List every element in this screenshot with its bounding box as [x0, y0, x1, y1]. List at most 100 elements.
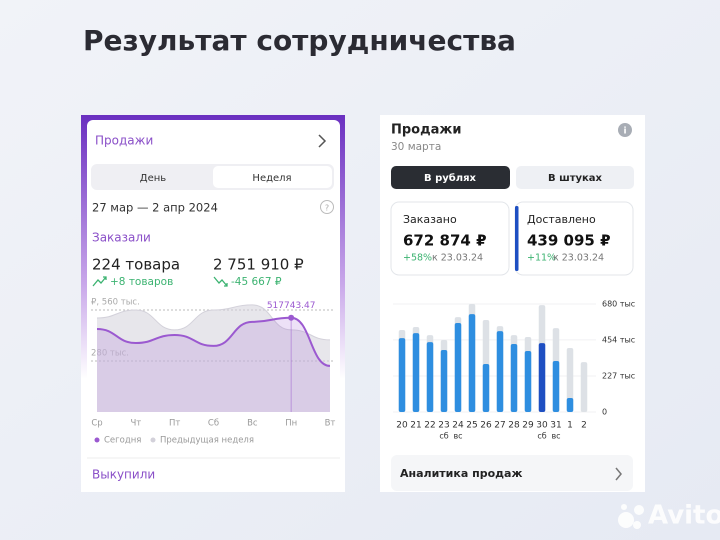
x-tick-label: 1 [567, 421, 573, 431]
section-title: Заказали [92, 231, 151, 245]
value-label: 517743.47 [267, 301, 316, 311]
bar [398, 338, 406, 412]
x-tick-label: Ср [91, 419, 102, 429]
right-date: 30 марта [391, 141, 441, 153]
button-selected[interactable] [391, 166, 510, 189]
link-label[interactable]: Аналитика продаж [400, 467, 522, 480]
x-tick-label: 2 [581, 421, 587, 431]
button-label[interactable]: В штуках [548, 173, 603, 184]
area-fill [97, 304, 330, 412]
info-icon-glyph: i [623, 127, 626, 137]
stat-compare: к 23.03.24 [553, 253, 604, 264]
series-line [96, 316, 331, 367]
bar [538, 343, 546, 412]
x-tick-label: 22 [424, 421, 435, 431]
y-tick-label: 227 тыс [602, 371, 635, 380]
stat-change: +11% [527, 253, 556, 264]
x-tick-label: Вт [325, 419, 336, 429]
x-sublabel: вс [453, 432, 462, 441]
bar [496, 331, 504, 412]
chevron[interactable] [318, 134, 327, 148]
x-tick-label: 26 [480, 421, 492, 431]
x-tick-label: 29 [522, 421, 534, 431]
logo-dot [634, 505, 644, 515]
x-sublabel: вс [551, 432, 560, 441]
left-header[interactable]: Продажи [95, 134, 153, 148]
logo-dot [633, 521, 641, 529]
y-tick-label: 454 тыс [602, 335, 635, 344]
legend-label: Сегодня [104, 436, 141, 446]
info-icon[interactable] [618, 123, 632, 137]
x-tick-label: 24 [452, 421, 464, 431]
tab[interactable]: Неделя [252, 173, 291, 184]
items-change: +8 товаров [110, 276, 173, 288]
slide-title: Результат сотрудничества [83, 24, 516, 57]
help-icon[interactable] [320, 200, 334, 214]
period: 27 мар — 2 апр 2024 [92, 201, 218, 215]
bar [468, 314, 476, 412]
stat-value: 672 874 ₽ [403, 232, 487, 250]
x-tick-label: Вс [247, 419, 258, 429]
x-sublabel: сб [537, 432, 546, 441]
bar [510, 344, 518, 412]
bar [566, 398, 574, 412]
stat-change: +58% [403, 253, 432, 264]
stat-card-accent [515, 206, 519, 271]
stat-label: Заказано [403, 213, 457, 226]
logo-dot [618, 512, 634, 528]
bar [412, 333, 420, 412]
x-tick-label: 30 [536, 421, 548, 431]
y-tick-label: 680 тыс [602, 300, 635, 309]
bar [552, 361, 560, 412]
x-tick-label: 23 [438, 421, 449, 431]
x-tick-label: Пн [285, 419, 297, 429]
x-tick-label: 21 [410, 421, 421, 431]
x-tick-label: 25 [466, 421, 477, 431]
legend-dot [94, 437, 100, 443]
stat-label: Доставлено [527, 213, 596, 226]
help-icon-glyph: ? [325, 204, 329, 213]
bar [524, 351, 532, 412]
trend-up-icon [92, 276, 107, 287]
logo-dot [621, 504, 627, 510]
amount-change: -45 667 ₽ [231, 276, 282, 288]
x-tick-label: Чт [130, 419, 141, 429]
stat-value: 439 095 ₽ [527, 232, 611, 250]
left-chart: ₽, 560 тыс.280 тыс.517743.47СрЧтПтСбВсПн… [91, 298, 335, 446]
tab-selected [213, 166, 332, 188]
bar [482, 364, 490, 412]
bar [454, 323, 462, 412]
watermark-logo: Avito [618, 501, 720, 531]
button[interactable] [516, 166, 634, 189]
bar [440, 350, 448, 412]
legend-dot [150, 437, 156, 443]
chevron[interactable] [615, 467, 622, 481]
link-card[interactable] [391, 455, 633, 491]
x-tick-label: 28 [508, 421, 520, 431]
stat-compare: к 23.03.24 [432, 253, 483, 264]
watermark: Avito [648, 501, 720, 531]
area-fill [97, 317, 330, 412]
x-tick-label: 27 [494, 421, 505, 431]
items-count: 224 товара [92, 256, 180, 274]
point [288, 314, 295, 321]
y-tick-label: 0 [602, 408, 607, 417]
trend-down-icon [213, 276, 228, 287]
y-tick-label: ₽, 560 тыс. [91, 298, 140, 308]
footer-section[interactable]: Выкупили [92, 468, 155, 482]
legend-label: Предыдущая неделя [160, 436, 254, 446]
button-label[interactable]: В рублях [424, 172, 477, 184]
x-tick-label: Сб [208, 419, 219, 429]
bar [580, 362, 588, 412]
x-tick-label: 31 [550, 421, 561, 431]
x-tick-label: Пт [169, 419, 180, 429]
right-header: Продажи [391, 123, 461, 138]
stat-card[interactable] [390, 201, 510, 276]
bar [566, 347, 574, 412]
bar [426, 342, 434, 412]
tab[interactable]: День [140, 173, 167, 184]
x-sublabel: сб [439, 432, 448, 441]
